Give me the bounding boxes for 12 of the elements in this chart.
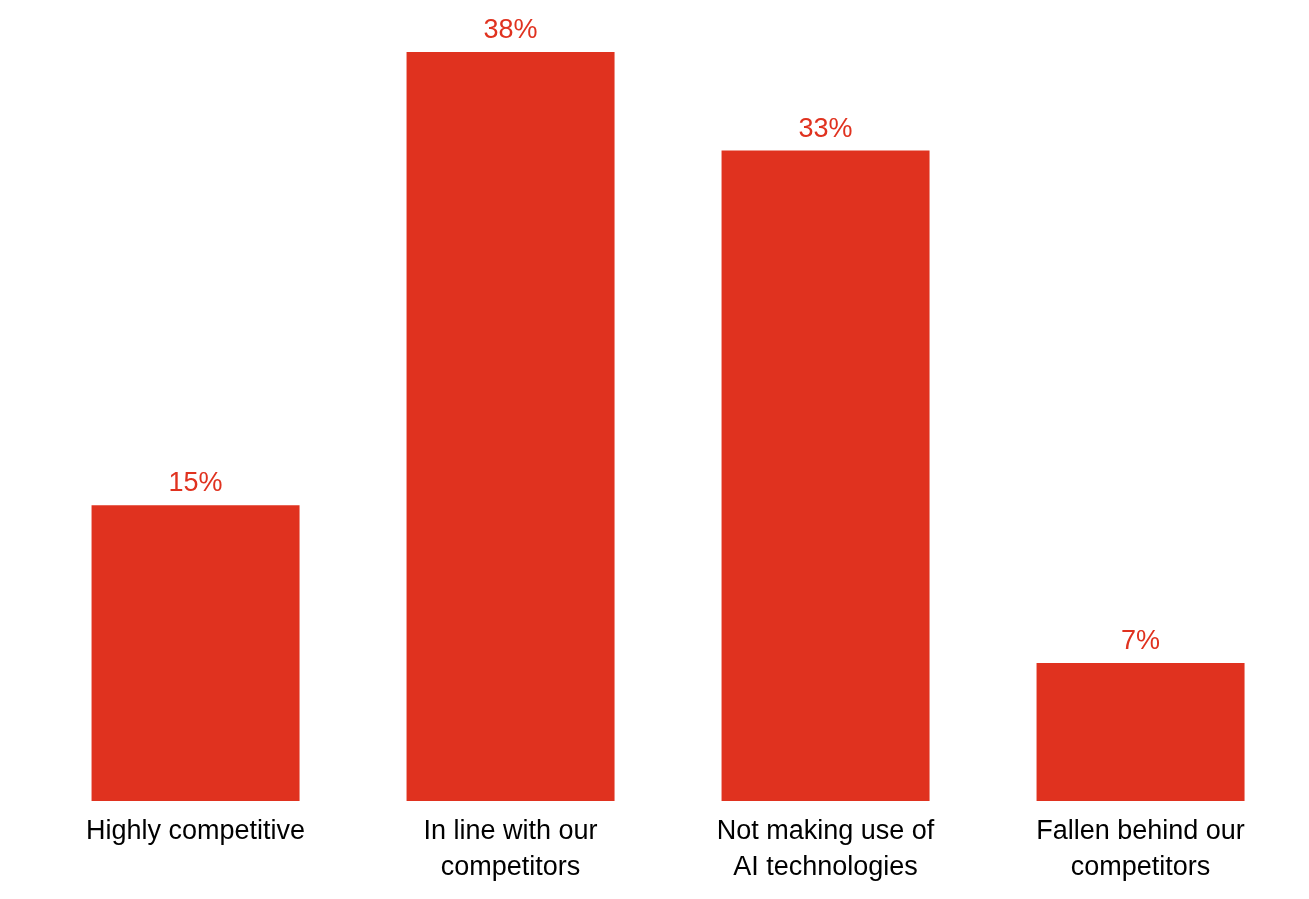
data-label: 38%: [483, 14, 538, 44]
bar: [1036, 663, 1245, 801]
x-tick-label: In line with our competitors: [423, 815, 598, 881]
bar: [91, 505, 300, 801]
bar: [406, 52, 615, 801]
bar: [721, 150, 930, 801]
x-tick-label: Highly competitive: [85, 815, 306, 845]
data-label: 15%: [168, 467, 223, 498]
data-label: 33%: [798, 112, 853, 143]
data-label: 7%: [1121, 625, 1161, 656]
x-tick-label: Fallen behind our competitors: [1036, 815, 1245, 881]
x-tick-label: Not making use of AI technologies: [716, 815, 935, 881]
